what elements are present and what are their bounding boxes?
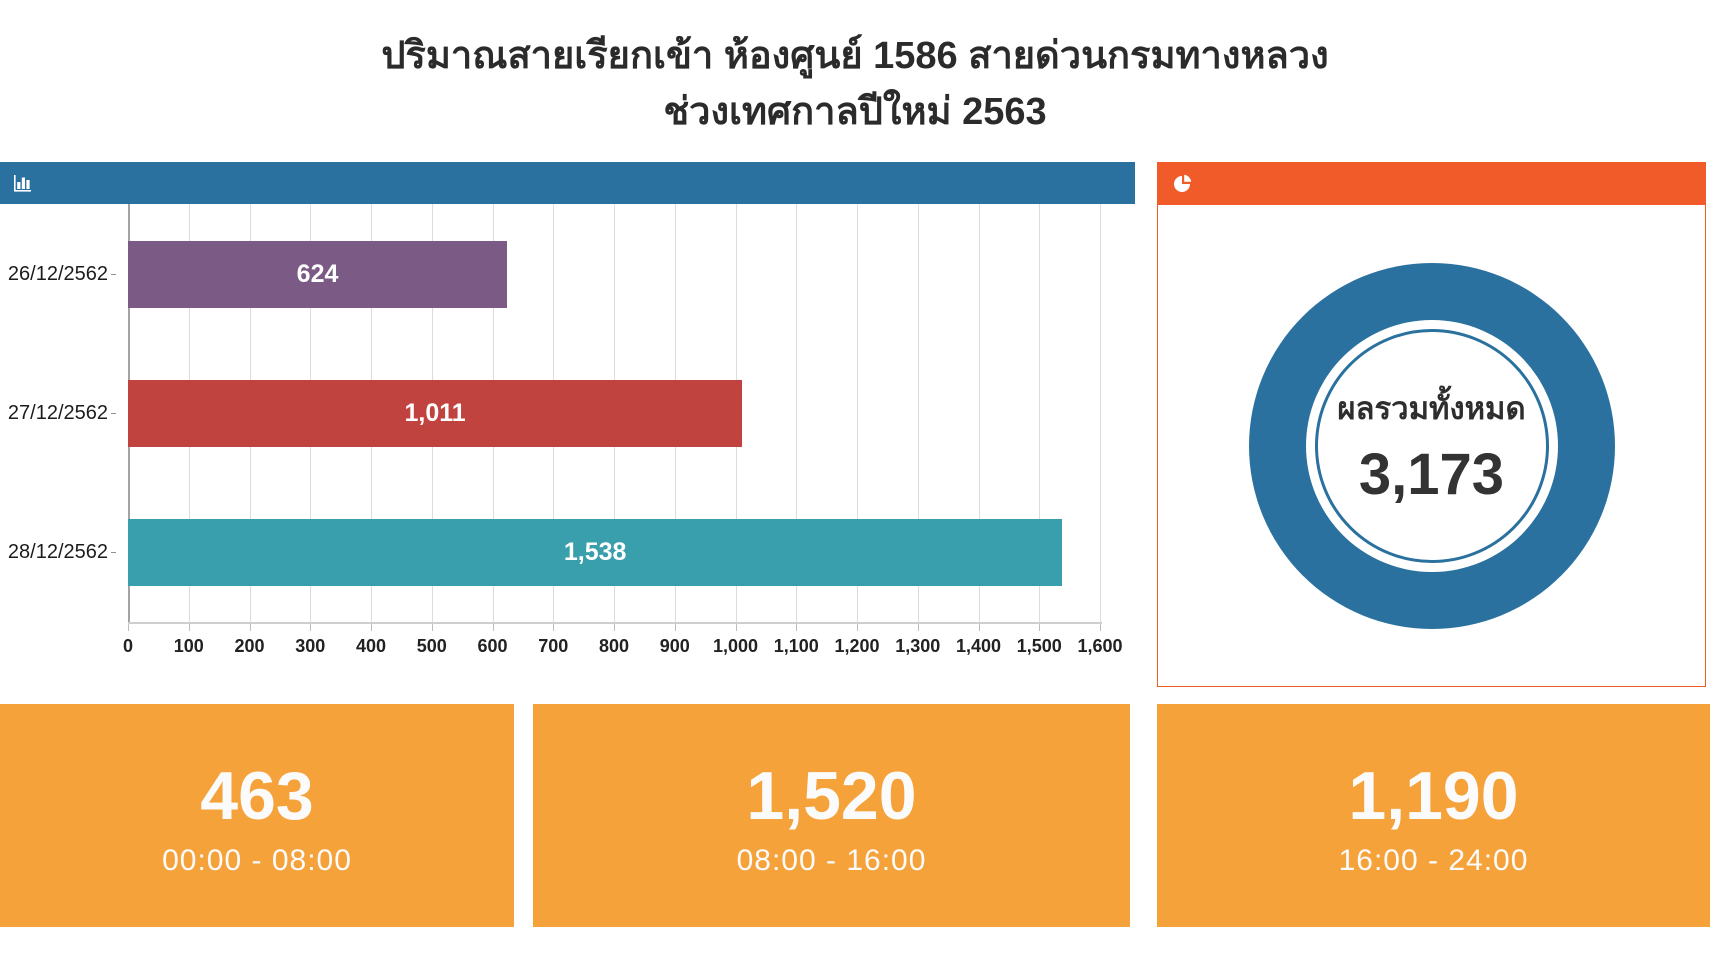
summary-card-evening: 1,190 16:00 - 24:00 xyxy=(1157,704,1710,928)
x-axis-tick-label: 1,400 xyxy=(955,636,1002,657)
x-axis-tick-label: 1,200 xyxy=(834,636,880,657)
card-time-range: 00:00 - 08:00 xyxy=(162,844,352,878)
donut-chart: ผลรวมทั้งหมด 3,173 xyxy=(1248,262,1615,629)
pie-chart-icon xyxy=(1172,174,1192,194)
bar-chart-icon xyxy=(14,174,34,193)
page-title: ปริมาณสายเรียกเข้า ห้องศูนย์ 1586 สายด่ว… xyxy=(0,0,1710,140)
bar-value-label: 1,538 xyxy=(563,538,627,567)
gridline xyxy=(796,204,798,623)
x-axis-tick xyxy=(492,624,494,632)
bar-value-label: 624 xyxy=(296,259,339,288)
bar: 624 xyxy=(128,240,508,308)
content-row: 26/12/2562 624 27/12/2562 1,011 28/12/2562 1,… xyxy=(0,162,1710,688)
bar-rows: 26/12/2562 624 27/12/2562 1,011 28/12/2562 1,… xyxy=(0,204,1100,622)
bar-chart-plot: 26/12/2562 624 27/12/2562 1,011 28/12/2562 1,… xyxy=(0,204,1135,672)
gridline xyxy=(917,204,919,623)
bar: 1,011 xyxy=(128,379,743,447)
card-time-range: 08:00 - 16:00 xyxy=(736,844,927,878)
bar-chart-panel: 26/12/2562 624 27/12/2562 1,011 28/12/2562 1,… xyxy=(0,162,1135,673)
x-axis-tick xyxy=(735,624,737,632)
x-axis-tick-label: 300 xyxy=(295,636,326,657)
bar-chart-panel-header xyxy=(0,162,1135,205)
donut-total-label: ผลรวมทั้งหมด xyxy=(1337,391,1526,427)
x-axis-tick-label: 1,600 xyxy=(1077,636,1123,657)
bar-row: 27/12/2562 1,011 xyxy=(0,344,1100,483)
donut-panel: ผลรวมทั้งหมด 3,173 xyxy=(1157,162,1706,688)
x-axis-tick-label: 400 xyxy=(355,636,387,657)
gridline xyxy=(1100,204,1101,623)
x-axis-tick-label: 700 xyxy=(538,636,569,657)
x-axis-tick xyxy=(1039,624,1041,632)
category-label: 27/12/2562 xyxy=(0,402,122,425)
page-title-line2: ช่วงเทศกาลปีใหม่ 2563 xyxy=(663,91,1047,134)
x-axis-tick-label: 0 xyxy=(122,636,134,657)
x-axis-tick xyxy=(796,624,798,632)
card-value: 1,190 xyxy=(1348,758,1519,835)
x-axis-tick-label: 200 xyxy=(234,636,265,657)
bar-value-label: 1,011 xyxy=(404,398,466,427)
x-axis-tick xyxy=(978,624,980,632)
x-axis-tick xyxy=(674,624,676,632)
bar: 1,538 xyxy=(128,519,1063,587)
gridline xyxy=(978,204,980,623)
bar-track: 1,538 xyxy=(128,519,1100,587)
x-axis-tick-label: 1,100 xyxy=(773,636,819,657)
x-axis-tick-label: 100 xyxy=(173,636,204,657)
x-axis-tick xyxy=(310,624,312,632)
bar-row: 28/12/2562 1,538 xyxy=(0,483,1100,622)
x-axis-tick-label: 800 xyxy=(598,636,630,657)
summary-card-day: 1,520 08:00 - 16:00 xyxy=(533,704,1130,928)
bar-track: 624 xyxy=(128,240,1100,308)
bar-row: 26/12/2562 624 xyxy=(0,204,1100,343)
donut-body: ผลรวมทั้งหมด 3,173 xyxy=(1158,205,1705,686)
donut-panel-header xyxy=(1158,163,1705,206)
x-axis-tick xyxy=(371,624,372,632)
gridline xyxy=(857,204,858,623)
x-axis-tick-label: 900 xyxy=(659,636,690,657)
page-title-line1: ปริมาณสายเรียกเข้า ห้องศูนย์ 1586 สายด่ว… xyxy=(381,35,1329,77)
card-value: 463 xyxy=(200,758,314,835)
x-axis-tick-label: 500 xyxy=(416,636,447,657)
x-axis-tick xyxy=(1100,624,1101,632)
category-label: 28/12/2562 xyxy=(0,541,122,564)
x-axis-tick-label: 1,000 xyxy=(712,636,759,657)
x-axis-tick xyxy=(188,624,190,632)
x-axis-tick-label: 600 xyxy=(477,636,508,657)
x-axis-tick xyxy=(553,624,555,632)
x-axis-tick-label: 1,300 xyxy=(895,636,941,657)
donut-inner-ring: ผลรวมทั้งหมด 3,173 xyxy=(1314,328,1549,563)
card-time-range: 16:00 - 24:00 xyxy=(1338,844,1529,878)
card-value: 1,520 xyxy=(746,758,917,835)
x-axis-tick-label: 1,500 xyxy=(1016,636,1062,657)
x-axis-tick xyxy=(917,624,919,632)
donut-total-value: 3,173 xyxy=(1358,442,1505,508)
x-axis-tick xyxy=(614,624,615,632)
summary-cards-row: 463 00:00 - 08:00 1,520 08:00 - 16:00 1,… xyxy=(0,704,1710,928)
x-axis-tick xyxy=(249,624,251,632)
gridline xyxy=(1039,204,1041,623)
donut-hole: ผลรวมทั้งหมด 3,173 xyxy=(1305,319,1558,572)
x-axis-tick xyxy=(857,624,858,632)
x-axis-tick xyxy=(431,624,433,632)
x-axis-tick xyxy=(128,624,129,632)
bar-track: 1,011 xyxy=(128,379,1100,447)
category-label: 26/12/2562 xyxy=(0,263,122,286)
summary-card-night: 463 00:00 - 08:00 xyxy=(0,704,514,928)
x-axis-line xyxy=(128,622,1102,625)
